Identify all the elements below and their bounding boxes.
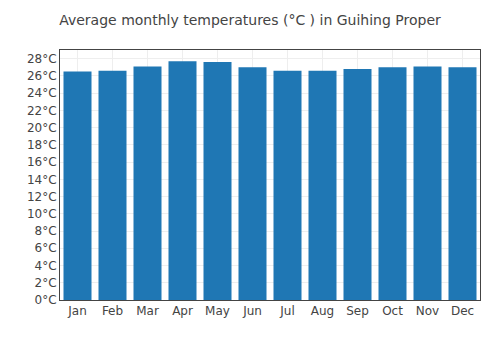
svg-text:4°C: 4°C	[35, 259, 57, 273]
svg-text:20°C: 20°C	[27, 121, 57, 135]
svg-text:Oct: Oct	[382, 304, 403, 318]
svg-text:Jun: Jun	[242, 304, 262, 318]
svg-text:14°C: 14°C	[27, 173, 57, 187]
svg-text:10°C: 10°C	[27, 207, 57, 221]
svg-text:28°C: 28°C	[27, 52, 57, 66]
svg-text:26°C: 26°C	[27, 69, 57, 83]
svg-text:12°C: 12°C	[27, 190, 57, 204]
svg-text:Jul: Jul	[279, 304, 294, 318]
svg-text:8°C: 8°C	[35, 224, 57, 238]
svg-text:Average monthly temperatures (: Average monthly temperatures (°C ) in Gu…	[59, 12, 441, 28]
svg-text:6°C: 6°C	[35, 241, 57, 255]
svg-text:Feb: Feb	[102, 304, 123, 318]
svg-text:0°C: 0°C	[35, 293, 57, 307]
svg-text:Aug: Aug	[311, 304, 334, 318]
svg-text:Nov: Nov	[416, 304, 439, 318]
svg-text:Dec: Dec	[451, 304, 474, 318]
svg-text:Apr: Apr	[172, 304, 193, 318]
svg-text:Mar: Mar	[136, 304, 159, 318]
svg-text:Sep: Sep	[346, 304, 369, 318]
svg-text:Jan: Jan	[67, 304, 87, 318]
svg-text:2°C: 2°C	[35, 276, 57, 290]
svg-text:22°C: 22°C	[27, 104, 57, 118]
svg-text:24°C: 24°C	[27, 86, 57, 100]
svg-text:18°C: 18°C	[27, 138, 57, 152]
svg-text:May: May	[205, 304, 230, 318]
svg-text:16°C: 16°C	[27, 155, 57, 169]
